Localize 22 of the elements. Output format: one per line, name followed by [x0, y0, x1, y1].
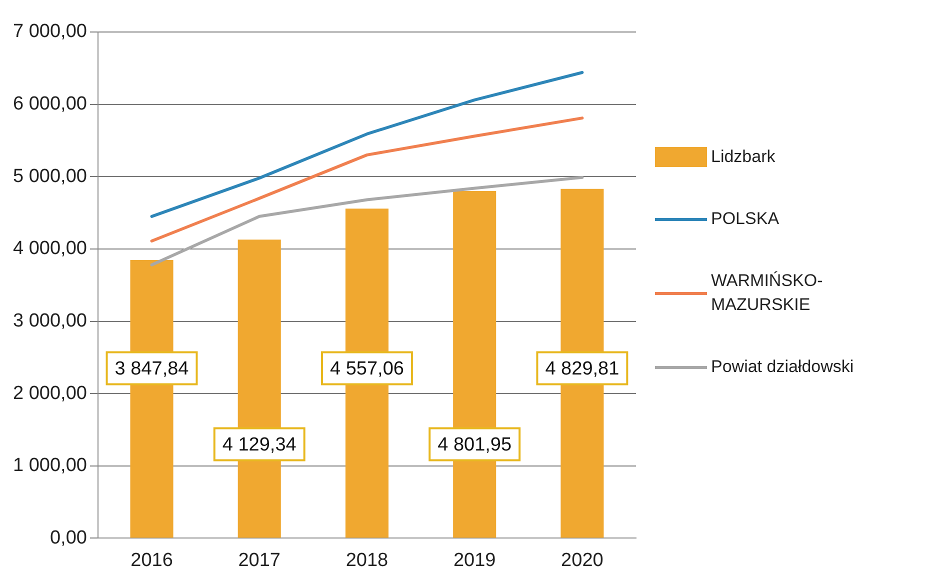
data-label: 3 847,84 [114, 358, 190, 380]
data-label: 4 129,34 [222, 434, 297, 456]
y-tick-label: 3 000,00 [12, 310, 87, 332]
y-tick-label: 1 000,00 [12, 455, 87, 476]
data-label: 4 829,81 [545, 358, 620, 380]
y-tick-label: 2 000,00 [12, 382, 87, 404]
y-tick-label: 0,00 [50, 527, 87, 548]
x-tick-label: 2018 [346, 550, 388, 571]
x-tick-label: 2019 [453, 550, 496, 571]
y-tick-label: 7 000,00 [12, 21, 87, 42]
y-tick-label: 4 000,00 [12, 238, 87, 260]
x-tick-label: 2016 [130, 550, 173, 571]
data-label: 4 557,06 [330, 358, 404, 380]
x-tick-label: 2020 [561, 550, 604, 571]
legend-label: POLSKA [711, 208, 780, 230]
x-tick-label: 2017 [238, 550, 281, 571]
y-tick-label: 5 000,00 [12, 166, 87, 187]
y-tick-label: 6 000,00 [12, 94, 87, 115]
data-label: 4 801,95 [438, 434, 512, 456]
legend-label: Lidzbark [711, 146, 776, 168]
legend-label: WARMIŃSKO-MAZURSKIE [711, 270, 824, 316]
legend-label: Powiat działdowski [711, 356, 854, 378]
